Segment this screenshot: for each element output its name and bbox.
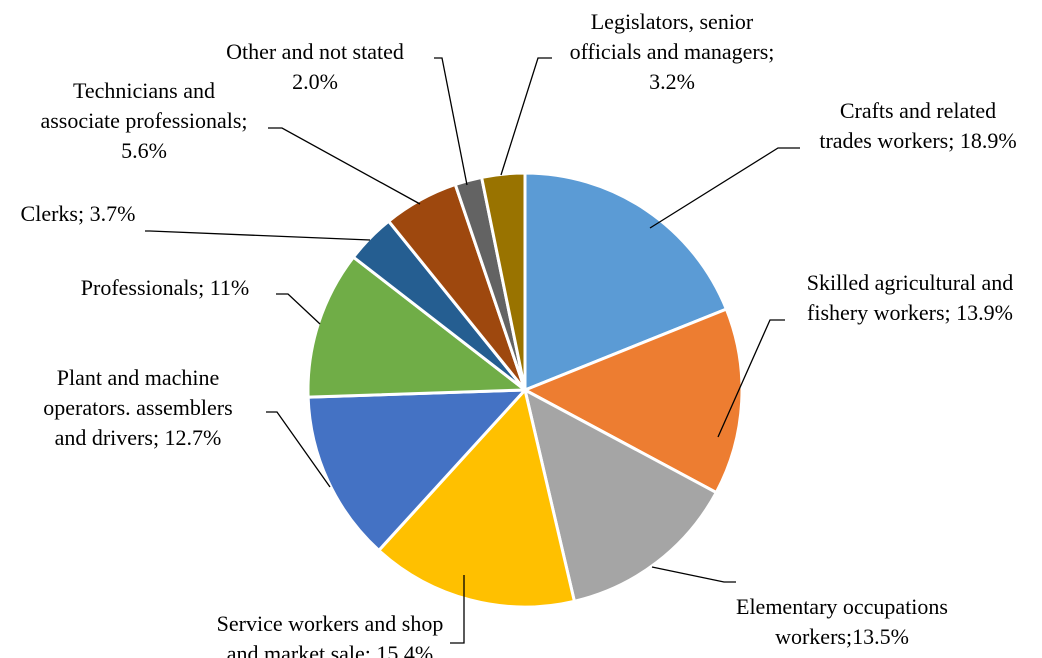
slice-label-line: 5.6% (121, 138, 167, 163)
slice-label-1: Crafts and related trades workers; 18.9% (819, 98, 1016, 153)
slice-label-line: Other and not stated (226, 39, 404, 64)
slice-label-line: officials and managers; (570, 39, 775, 64)
pie-slices (306, 171, 744, 609)
leader-line-6 (276, 293, 321, 325)
leader-line-7 (145, 230, 371, 241)
leader-line-9 (434, 57, 468, 186)
pie-slice-3 (522, 387, 719, 604)
slice-label-line: Skilled agricultural and (807, 270, 1014, 295)
slice-label-line: and market sale; 15.4% (227, 641, 434, 658)
leader-line-8 (268, 127, 421, 205)
slice-label-line: Legislators, senior (591, 9, 754, 34)
slice-label-9: Other and not stated 2.0% (226, 39, 404, 94)
slice-label-8: Technicians and associate professionals; 5… (40, 78, 247, 163)
slice-label-line: Crafts and related (840, 98, 996, 123)
leader-line-5 (266, 411, 331, 488)
slice-label-line: workers;13.5% (775, 624, 909, 649)
slice-label-2: Skilled agricultural and fishery workers;… (807, 270, 1014, 325)
slice-label-line: fishery workers; 13.9% (807, 300, 1013, 325)
pie-slice-2 (521, 307, 744, 495)
slice-label-line: associate professionals; (40, 108, 247, 133)
slice-label-line: Service workers and shop (217, 611, 444, 636)
slice-label-line: Elementary occupations (736, 594, 948, 619)
slice-label-line: Clerks; 3.7% (21, 201, 136, 226)
slice-label-3: Elementary occupations workers;13.5% (736, 594, 948, 649)
pie-slice-5 (306, 388, 529, 553)
slice-labels: Crafts and related trades workers; 18.9% S… (21, 9, 1017, 658)
leader-lines (145, 57, 800, 644)
slice-label-line: operators. assemblers (43, 395, 232, 420)
slice-label-line: Professionals; 11% (81, 275, 249, 300)
pie-slice-1 (523, 171, 729, 393)
slice-label-line: Plant and machine (57, 365, 220, 390)
pie-slice-4 (376, 386, 577, 609)
slice-label-10: Legislators, senior officials and manager… (570, 9, 775, 94)
slice-label-line: trades workers; 18.9% (819, 128, 1016, 153)
leader-line-3 (651, 566, 736, 583)
pie-slice-10 (479, 171, 527, 391)
leader-line-1 (649, 147, 800, 229)
slice-label-line: 2.0% (292, 69, 338, 94)
slice-label-4: Service workers and shop and market sale;… (217, 611, 444, 658)
slice-label-6: Professionals; 11% (81, 275, 249, 300)
leader-line-2 (717, 319, 785, 438)
slice-label-line: and drivers; 12.7% (55, 425, 222, 450)
slice-label-line: 3.2% (649, 69, 695, 94)
leader-line-4 (450, 575, 465, 644)
slice-label-7: Clerks; 3.7% (21, 201, 136, 226)
leader-line-10 (500, 57, 552, 176)
slice-label-line: Technicians and (73, 78, 215, 103)
slice-label-5: Plant and machine operators. assemblers an… (43, 365, 232, 450)
